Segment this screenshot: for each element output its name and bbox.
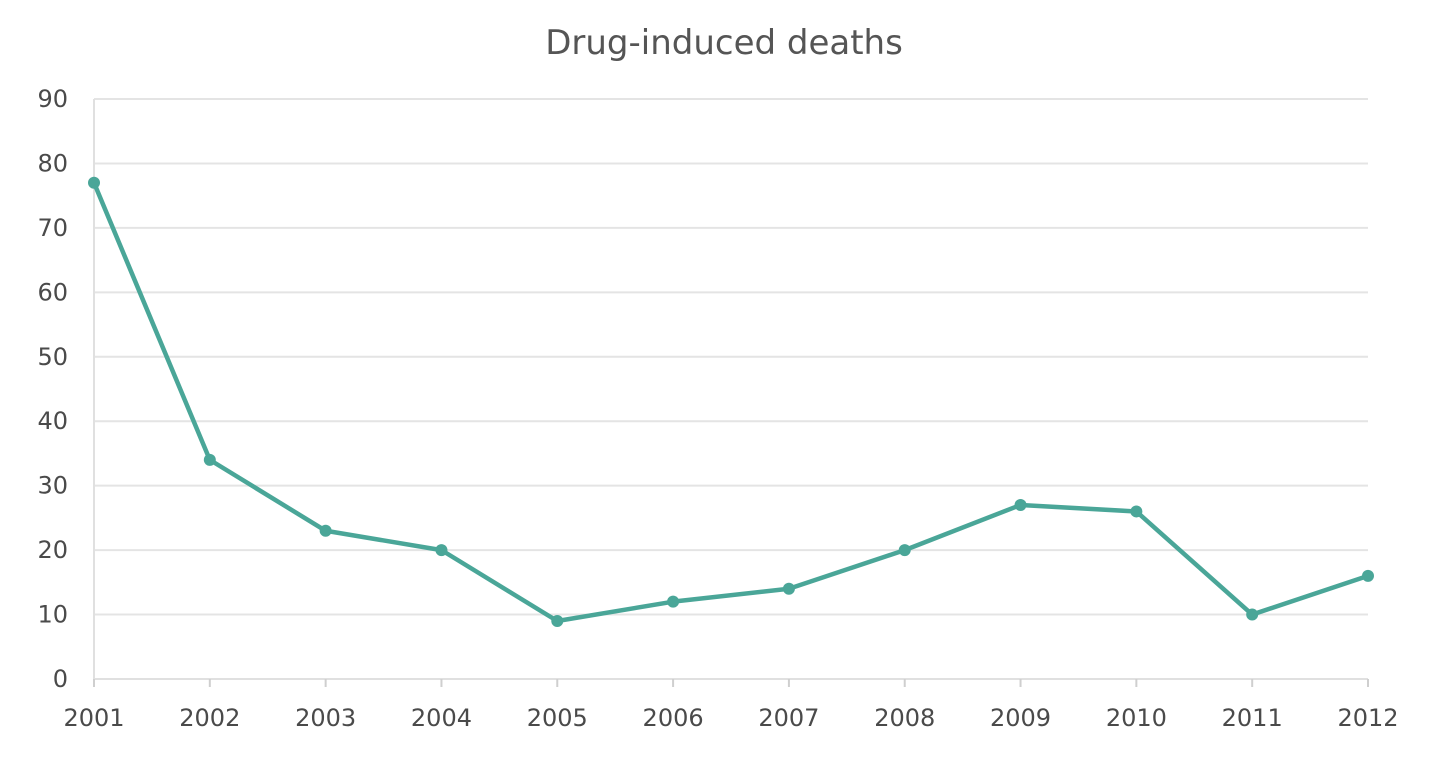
data-point-2010: [1130, 505, 1143, 518]
x-tick-label-2003: 2003: [295, 704, 356, 732]
x-tick-label-2004: 2004: [411, 704, 472, 732]
x-tick-label-2009: 2009: [990, 704, 1051, 732]
data-point-2009: [1014, 499, 1027, 511]
y-tick-label-40: 40: [37, 407, 68, 435]
chart-title: Drug-induced deaths: [545, 23, 903, 63]
y-tick-label-10: 10: [37, 601, 68, 629]
data-point-2005: [551, 615, 564, 627]
y-tick-label-80: 80: [37, 149, 68, 177]
x-tick-label-2002: 2002: [179, 704, 240, 732]
series-line: [91, 180, 1371, 624]
x-tick-label-2006: 2006: [643, 704, 704, 732]
gridlines: [94, 98, 1368, 616]
data-point-2007: [782, 582, 795, 595]
x-tick-label-2012: 2012: [1337, 704, 1398, 732]
data-point-2002: [203, 453, 216, 466]
x-tick-label-2007: 2007: [758, 704, 819, 732]
y-tick-label-50: 50: [37, 343, 68, 371]
y-tick-label-0: 0: [53, 665, 68, 693]
x-axis: 2001 2002 2003 2004 2005 2006 2007 2008 2009 2010…: [63, 99, 1399, 732]
data-point-2001: [88, 176, 100, 189]
y-axis-tick-labels: 0 10 20 30 40 50 60 70 80 90: [37, 85, 68, 693]
data-point-2004: [435, 544, 448, 557]
x-tick-label-2010: 2010: [1106, 704, 1167, 732]
x-tick-label-2011: 2011: [1222, 704, 1283, 732]
data-point-2012: [1362, 569, 1374, 582]
data-point-2008: [898, 544, 911, 557]
x-tick-label-2001: 2001: [63, 704, 124, 732]
series-group: [88, 176, 1374, 627]
data-point-2006: [667, 595, 680, 608]
data-point-2011: [1246, 608, 1259, 621]
x-tick-label-2008: 2008: [874, 704, 935, 732]
y-tick-label-60: 60: [37, 278, 68, 306]
x-tick-label-2005: 2005: [527, 704, 588, 732]
y-tick-label-70: 70: [37, 214, 68, 242]
y-tick-label-20: 20: [37, 536, 68, 564]
y-tick-label-30: 30: [37, 472, 68, 500]
y-tick-label-90: 90: [37, 85, 68, 113]
data-point-2003: [319, 524, 332, 537]
